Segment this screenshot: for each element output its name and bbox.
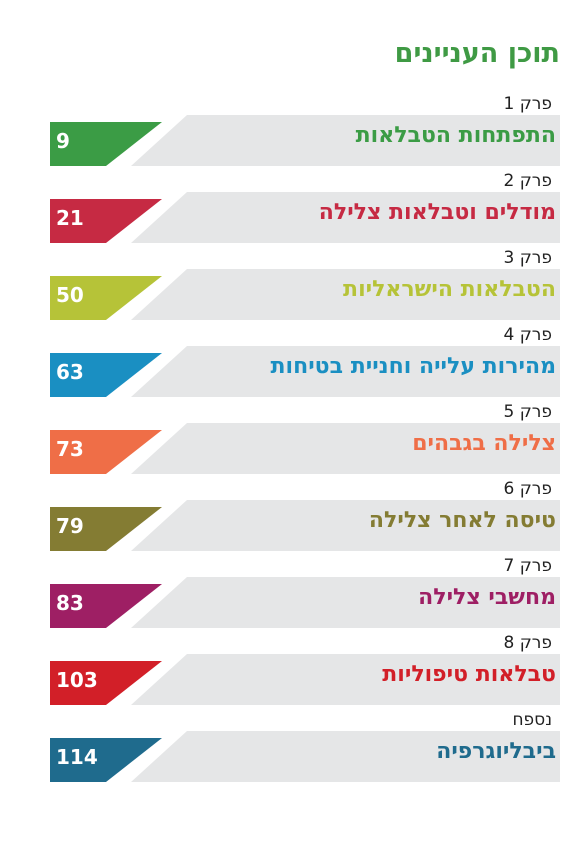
- chapter-label: פרק 5: [503, 402, 552, 422]
- page-tab: [50, 507, 162, 551]
- page-tab: [50, 738, 162, 782]
- page-tab: [50, 276, 162, 320]
- toc-entry-7[interactable]: פרק 7 מחשבי צלילה 83: [0, 552, 586, 629]
- toc-entry-8[interactable]: פרק 8 טבלאות טיפוליות 103: [0, 629, 586, 706]
- page-number: 103: [56, 668, 98, 692]
- page-number: 50: [56, 283, 84, 307]
- entry-bar: [50, 192, 560, 243]
- entry-bar: [50, 577, 560, 628]
- chapter-title: מודלים וטבלאות צלילה: [318, 200, 556, 225]
- toc-entry-9[interactable]: נספח ביבליוגרפיה 114: [0, 706, 586, 783]
- chapter-title: צלילה בגבהים: [412, 431, 556, 456]
- page-number: 73: [56, 437, 84, 461]
- title-band: [131, 115, 560, 166]
- page-number: 9: [56, 129, 70, 153]
- entry-bar: [50, 500, 560, 551]
- page-tab: [50, 430, 162, 474]
- toc-entry-5[interactable]: פרק 5 צלילה בגבהים 73: [0, 398, 586, 475]
- entry-bar: [50, 269, 560, 320]
- chapter-title: טבלאות טיפוליות: [382, 662, 556, 687]
- title-band: [131, 654, 560, 705]
- page-number: 114: [56, 745, 98, 769]
- title-band: [131, 192, 560, 243]
- page-tab: [50, 661, 162, 705]
- page-title: תוכן העניינים: [394, 38, 560, 69]
- chapter-title: מחשבי צלילה: [418, 585, 556, 610]
- title-band: [131, 731, 560, 782]
- title-band: [131, 423, 560, 474]
- chapter-title: מהירות עלייה וחניית בטיחות: [270, 354, 557, 379]
- entry-bar: [50, 115, 560, 166]
- chapter-title: הטבלאות הישראליות: [343, 277, 556, 302]
- chapter-label: פרק 1: [503, 94, 552, 114]
- page-number: 63: [56, 360, 84, 384]
- toc-entry-3[interactable]: פרק 3 הטבלאות הישראליות 50: [0, 244, 586, 321]
- page-number: 83: [56, 591, 84, 615]
- page-number: 79: [56, 514, 84, 538]
- title-band: [131, 500, 560, 551]
- title-band: [131, 577, 560, 628]
- page-number: 21: [56, 206, 84, 230]
- chapter-title: התפתחות הטבלאות: [355, 123, 556, 148]
- entry-bar: [50, 654, 560, 705]
- entry-bar: [50, 423, 560, 474]
- page-tab: [50, 199, 162, 243]
- chapter-label: פרק 8: [503, 633, 552, 653]
- chapter-title: טיסה לאחר צלילה: [368, 508, 556, 533]
- entry-bar: [50, 731, 560, 782]
- page-tab: [50, 122, 162, 166]
- toc-entry-4[interactable]: פרק 4 מהירות עלייה וחניית בטיחות 63: [0, 321, 586, 398]
- page-tab: [50, 353, 162, 397]
- chapter-label: פרק 2: [503, 171, 552, 191]
- chapter-title: ביבליוגרפיה: [436, 739, 556, 764]
- title-band: [131, 346, 560, 397]
- toc-entry-1[interactable]: פרק 1 התפתחות הטבלאות 9: [0, 90, 586, 167]
- chapter-label: פרק 3: [503, 248, 552, 268]
- toc-entry-2[interactable]: פרק 2 מודלים וטבלאות צלילה 21: [0, 167, 586, 244]
- chapter-label: פרק 4: [503, 325, 552, 345]
- title-band: [131, 269, 560, 320]
- chapter-label: נספח: [512, 710, 552, 730]
- entry-bar: [50, 346, 560, 397]
- toc-entry-6[interactable]: פרק 6 טיסה לאחר צלילה 79: [0, 475, 586, 552]
- page-tab: [50, 584, 162, 628]
- chapter-label: פרק 7: [503, 556, 552, 576]
- chapter-label: פרק 6: [503, 479, 552, 499]
